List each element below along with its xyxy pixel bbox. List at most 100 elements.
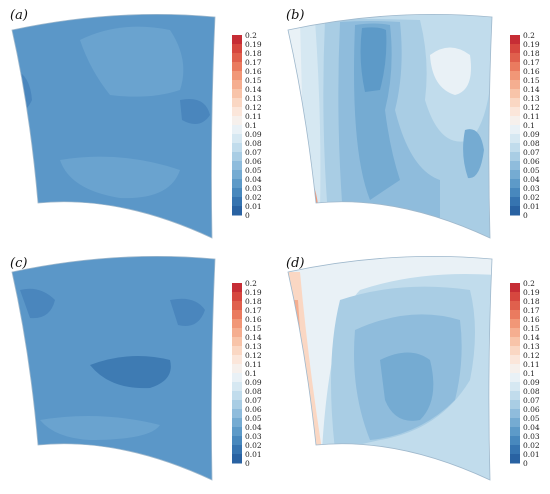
colorbar-c-segment: [232, 373, 242, 383]
colorbar-b-tick-label: 0.1: [523, 121, 535, 130]
colorbar-b-tick-label: 0.03: [523, 184, 540, 193]
colorbar-b-tick-label: 0.05: [523, 166, 540, 175]
colorbar-c-tick-label: 0.13: [245, 342, 262, 351]
colorbar-c-tick-label: 0.04: [245, 423, 262, 432]
colorbar-a-segment: [232, 44, 242, 54]
colorbar-a-segment: [232, 170, 242, 180]
colorbar-c-segment: [232, 328, 242, 338]
colorbar-b-tick-label: 0.2: [523, 31, 535, 40]
colorbar-c-segment: [232, 391, 242, 401]
colorbar-b-tick-label: 0.13: [523, 94, 540, 103]
colorbar-b-segment: [510, 107, 520, 117]
colorbar-a-segment: [232, 89, 242, 99]
colorbar-b-tick-label: 0.16: [523, 67, 540, 76]
colorbar-c-tick-label: 0.14: [245, 333, 262, 342]
colorbar-a-tick-label: 0.17: [245, 58, 262, 67]
colorbar-d-segment: [510, 445, 520, 455]
colorbar-b-tick-label: 0.09: [523, 130, 540, 139]
colorbar-c-segment: [232, 301, 242, 311]
colorbar-a-segment: [232, 71, 242, 81]
colorbar-d-segment: [510, 418, 520, 428]
colorbar-d-segment: [510, 409, 520, 419]
colorbar-c-tick-label: 0.07: [245, 396, 262, 405]
colorbar-c-segment: [232, 355, 242, 365]
colorbar-c-segment: [232, 337, 242, 347]
colorbar-b-segment: [510, 134, 520, 144]
colorbar-b-tick-label: 0.18: [523, 49, 540, 58]
colorbar-d-tick-label: 0.15: [523, 324, 540, 333]
colorbar-d-segment: [510, 454, 520, 464]
colorbar-d-tick-label: 0.1: [523, 369, 535, 378]
colorbar-d-tick-label: 0: [523, 459, 528, 468]
colorbar-d-segment: [510, 337, 520, 347]
colorbar-a-tick-label: 0.02: [245, 193, 262, 202]
colorbar-a-tick-label: 0.11: [245, 112, 262, 121]
colorbar-a-tick-label: 0.07: [245, 148, 262, 157]
colorbar-d-segment: [510, 373, 520, 383]
colorbar-c-tick-label: 0.11: [245, 360, 262, 369]
colorbar-d-segment: [510, 328, 520, 338]
colorbar-c-tick-label: 0.16: [245, 315, 262, 324]
colorbar-b-tick-label: 0: [523, 211, 528, 220]
colorbar-c-segment: [232, 400, 242, 410]
colorbar-c-segment: [232, 364, 242, 374]
colorbar-a-segment: [232, 134, 242, 144]
colorbar-c-segment: [232, 427, 242, 437]
colorbars: [232, 35, 520, 464]
colorbar-a-segment: [232, 62, 242, 72]
colorbar-c-segment: [232, 409, 242, 419]
colorbar-a-tick-label: 0.06: [245, 157, 262, 166]
colorbar-a-tick-label: 0.14: [245, 85, 262, 94]
colorbar-b-segment: [510, 116, 520, 126]
colorbar-d-segment: [510, 292, 520, 302]
colorbar-a-tick-label: 0.04: [245, 175, 262, 184]
colorbar-b-segment: [510, 71, 520, 81]
colorbar-c-tick-label: 0.05: [245, 414, 262, 423]
colorbar-b-segment: [510, 80, 520, 90]
colorbar-d-tick-label: 0.11: [523, 360, 540, 369]
colorbar-b-tick-label: 0.04: [523, 175, 540, 184]
colorbar-a-segment: [232, 206, 242, 216]
colorbar-d-tick-label: 0.17: [523, 306, 540, 315]
colorbar-a-tick-label: 0.05: [245, 166, 262, 175]
colorbar-a-segment: [232, 179, 242, 189]
colorbar-c-tick-label: 0.01: [245, 450, 262, 459]
colorbar-a-tick-label: 0.13: [245, 94, 262, 103]
colorbar-c-tick-label: 0.17: [245, 306, 262, 315]
colorbar-b-segment: [510, 206, 520, 216]
colorbar-a-segment: [232, 35, 242, 45]
colorbar-b-segment: [510, 197, 520, 207]
colorbar-a-segment: [232, 116, 242, 126]
colorbar-d-segment: [510, 283, 520, 293]
colorbar-b-segment: [510, 89, 520, 99]
colorbar-d-tick-label: 0.14: [523, 333, 540, 342]
colorbar-a-tick-label: 0.08: [245, 139, 262, 148]
colorbar-c-tick-label: 0.2: [245, 279, 257, 288]
colorbar-d-tick-label: 0.2: [523, 279, 535, 288]
colorbar-c-tick-label: 0.12: [245, 351, 262, 360]
colorbar-d-tick-label: 0.19: [523, 288, 540, 297]
colorbar-c-segment: [232, 454, 242, 464]
colorbar-b-segment: [510, 53, 520, 63]
colorbar-d-tick-label: 0.18: [523, 297, 540, 306]
colorbar-b-segment: [510, 152, 520, 162]
colorbar-c-segment: [232, 310, 242, 320]
colorbar-d-tick-label: 0.04: [523, 423, 540, 432]
colorbar-a-tick-label: 0.19: [245, 40, 262, 49]
colorbar-c-tick-label: 0: [245, 459, 250, 468]
colorbar-d-tick-label: 0.05: [523, 414, 540, 423]
colorbar-a-segment: [232, 188, 242, 198]
colorbar-d-tick-label: 0.07: [523, 396, 540, 405]
colorbar-a-segment: [232, 125, 242, 135]
colorbar-c-tick-label: 0.1: [245, 369, 257, 378]
colorbar-d-tick-label: 0.06: [523, 405, 540, 414]
colorbar-c-tick-label: 0.02: [245, 441, 262, 450]
colorbar-b-segment: [510, 170, 520, 180]
colorbar-d-tick-label: 0.16: [523, 315, 540, 324]
colorbar-d-tick-label: 0.03: [523, 432, 540, 441]
colorbar-b-tick-label: 0.15: [523, 76, 540, 85]
colorbar-d-segment: [510, 355, 520, 365]
colorbar-a-tick-label: 0.12: [245, 103, 262, 112]
colorbar-a-segment: [232, 80, 242, 90]
colorbar-d-tick-label: 0.08: [523, 387, 540, 396]
